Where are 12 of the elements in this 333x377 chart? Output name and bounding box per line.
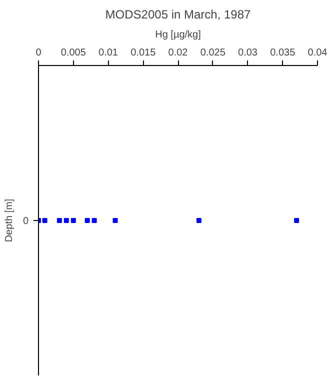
x-tick-label: 0.02: [168, 48, 188, 58]
x-tick-label: 0.035: [270, 48, 296, 58]
x-tick-label: 0.04: [308, 48, 328, 58]
x-tick-label: 0.03: [238, 48, 258, 58]
x-axis-title: Hg [µg/kg]: [155, 30, 202, 40]
x-tick-label: 0.005: [60, 48, 86, 58]
x-tick-label: 0.015: [130, 48, 156, 58]
y-axis-title: Depth [m]: [4, 198, 15, 242]
chart-title: MODS2005 in March, 1987: [105, 8, 252, 22]
x-tick-label: 0: [36, 48, 42, 58]
x-tick-label: 0.01: [98, 48, 118, 58]
x-tick-label: 0.025: [200, 48, 226, 58]
